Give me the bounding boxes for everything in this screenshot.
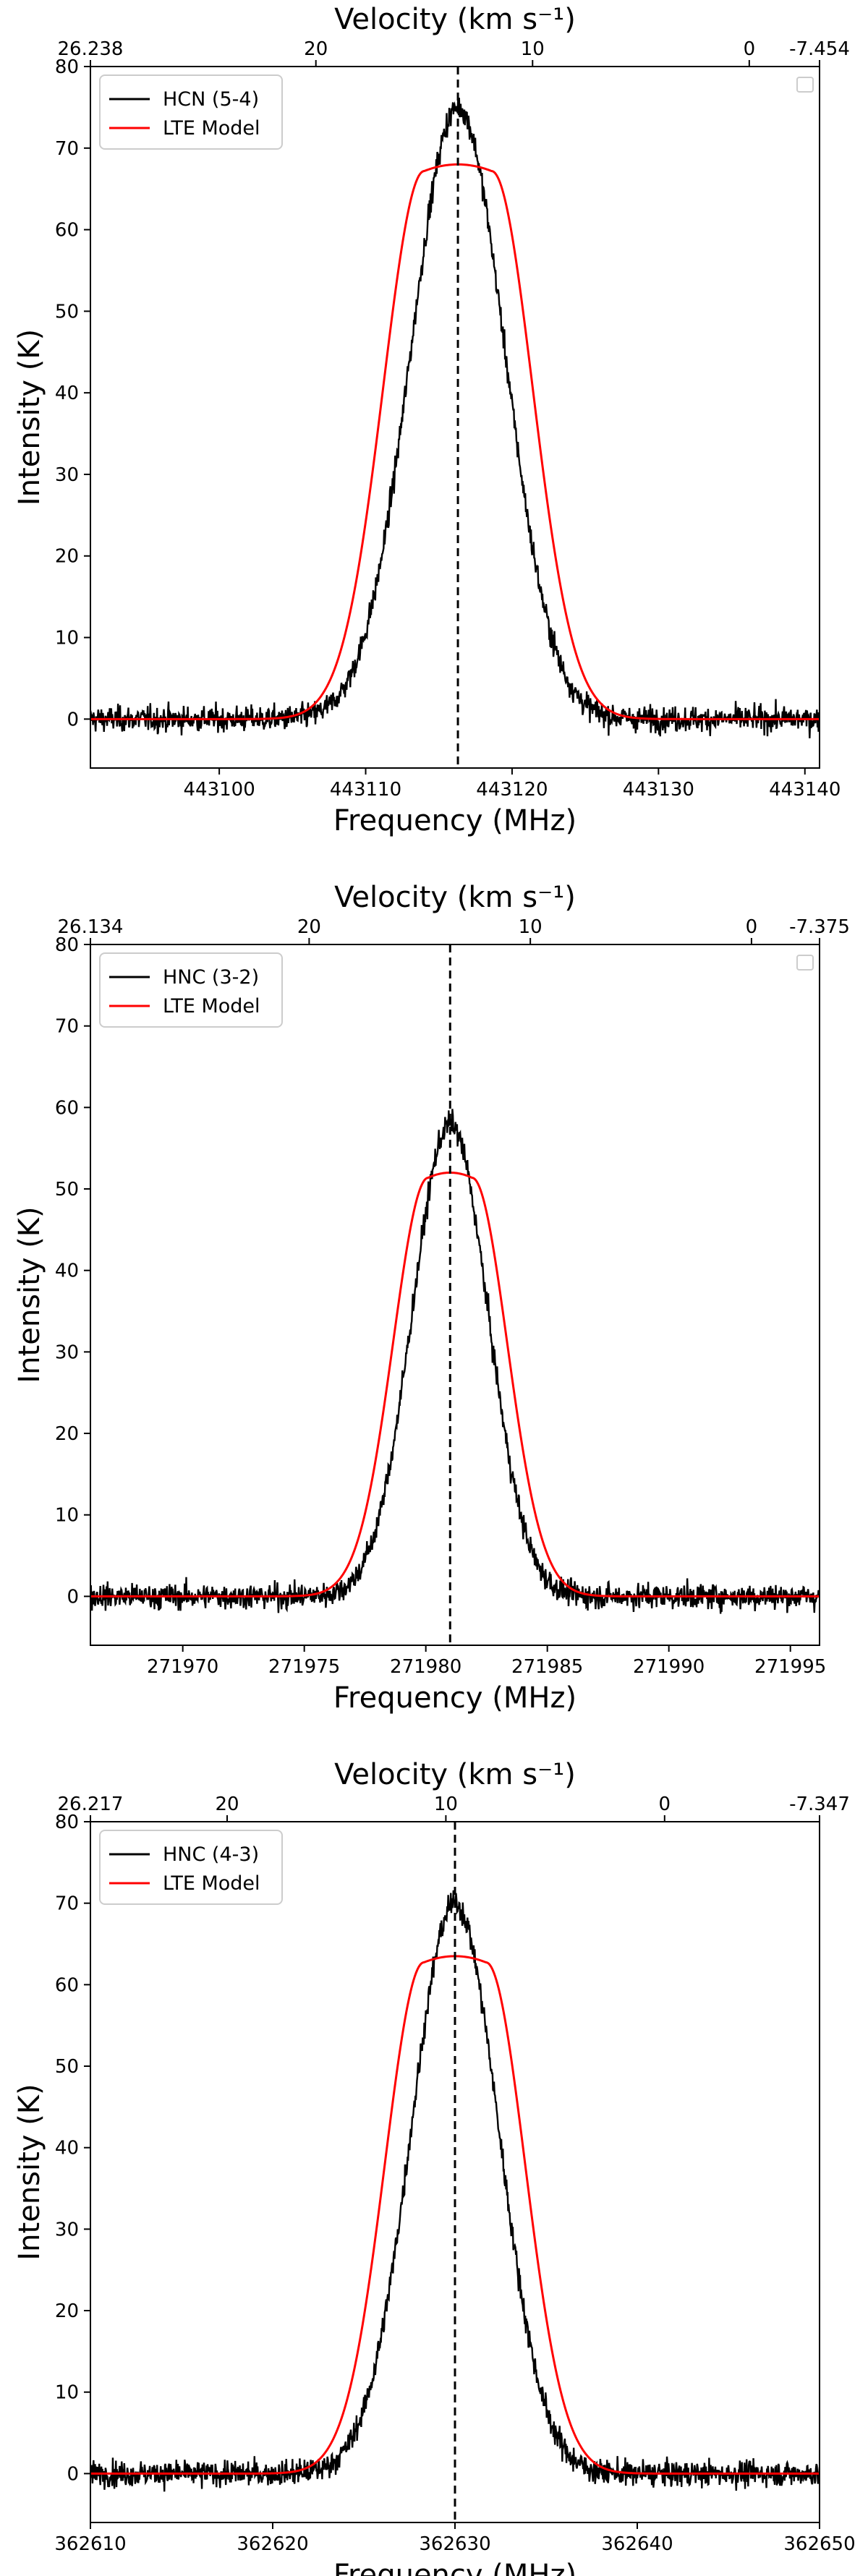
top-tick-label: 10: [434, 1794, 458, 1815]
y-tick-label: 40: [55, 383, 79, 404]
y-axis-title: Intensity (K): [13, 1206, 46, 1383]
series-lte-model-line: [90, 1171, 820, 1598]
x-axis-title: Frequency (MHz): [333, 804, 576, 837]
legend-label: HNC (4-3): [163, 1843, 259, 1866]
y-tick-label: 10: [55, 2382, 79, 2404]
y-tick-label: 20: [55, 2300, 79, 2322]
y-tick-label: 80: [55, 56, 79, 78]
legend: HNC (4-3) LTE Model: [99, 1830, 283, 1905]
x-tick-label: 443140: [769, 779, 841, 801]
top-tick-label: 10: [521, 38, 545, 60]
chart-panel-1: 443100 443110 443120 443130 443140 0 10 20 30 40 5…: [13, 3, 850, 837]
top-axis-title: Velocity (km s⁻¹): [334, 3, 576, 36]
y-tick-label: 0: [67, 2463, 79, 2485]
y-tick-label: 30: [55, 2219, 79, 2240]
y-tick-label: 60: [55, 1097, 79, 1119]
top-tick-label: 0: [746, 916, 758, 938]
top-tick-label: -7.454: [789, 38, 850, 60]
y-tick-label: 10: [55, 628, 79, 649]
y-tick-label: 40: [55, 2138, 79, 2159]
empty-legend-box: [796, 955, 814, 971]
x-tick-label: 271980: [390, 1656, 461, 1678]
y-tick-label: 50: [55, 2056, 79, 2078]
series-observed-line: [90, 1890, 820, 2492]
y-tick-label: 50: [55, 1179, 79, 1200]
y-tick-label: 70: [55, 138, 79, 160]
y-tick-label: 20: [55, 1423, 79, 1445]
legend: HNC (3-2) LTE Model: [99, 952, 283, 1028]
top-tick-label: -7.347: [789, 1794, 850, 1815]
top-tick-label: -7.375: [789, 916, 850, 938]
y-tick-label: 10: [55, 1505, 79, 1527]
chart-panel-2: 271970 271975 271980 271985 271990 271995 0 10 2…: [13, 881, 850, 1715]
legend-box: [99, 1830, 283, 1905]
plot-frame: [90, 66, 820, 769]
y-axis-title: Intensity (K): [13, 329, 46, 506]
x-tick-label: 362640: [601, 2533, 673, 2555]
x-tick-label: 271985: [511, 1656, 583, 1678]
x-axis-title: Frequency (MHz): [333, 1681, 576, 1715]
y-tick-label: 0: [67, 1586, 79, 1608]
top-axis-title: Velocity (km s⁻¹): [334, 881, 576, 914]
y-tick-label: 80: [55, 934, 79, 956]
y-tick-label: 70: [55, 1893, 79, 1915]
series-lte-model-line: [90, 163, 820, 720]
y-tick-label: 60: [55, 1974, 79, 1996]
top-tick-label: 20: [297, 916, 321, 938]
legend-label: HCN (5-4): [163, 88, 259, 111]
y-tick-label: 70: [55, 1016, 79, 1038]
series-observed-line: [90, 98, 820, 738]
x-tick-label: 271990: [633, 1656, 705, 1678]
x-tick-label: 362630: [419, 2533, 490, 2555]
x-tick-label: 362650: [783, 2533, 855, 2555]
top-tick-label: 10: [519, 916, 542, 938]
y-tick-label: 60: [55, 220, 79, 242]
legend-box: [99, 952, 283, 1028]
x-tick-label: 271975: [268, 1656, 340, 1678]
empty-legend-box: [796, 77, 814, 93]
series-observed-line: [90, 1109, 820, 1614]
y-tick-label: 30: [55, 464, 79, 486]
x-tick-label: 443130: [623, 779, 694, 801]
top-tick-label: 0: [659, 1794, 671, 1815]
y-tick-label: 0: [67, 709, 79, 730]
x-tick-label: 271995: [754, 1656, 826, 1678]
y-tick-label: 40: [55, 1261, 79, 1282]
top-tick-label: 26.134: [58, 916, 124, 938]
y-tick-label: 20: [55, 546, 79, 568]
plot-frame: [90, 944, 820, 1646]
legend: HCN (5-4) LTE Model: [99, 74, 283, 150]
top-tick-label: 26.238: [58, 38, 124, 60]
y-tick-label: 80: [55, 1812, 79, 1833]
x-tick-label: 362620: [237, 2533, 308, 2555]
y-axis-title: Intensity (K): [13, 2084, 46, 2260]
top-axis-title: Velocity (km s⁻¹): [334, 1758, 576, 1791]
y-tick-label: 50: [55, 301, 79, 323]
x-tick-label: 271970: [147, 1656, 218, 1678]
top-tick-label: 20: [215, 1794, 239, 1815]
x-tick-label: 443100: [183, 779, 255, 801]
x-axis-title: Frequency (MHz): [333, 2559, 576, 2576]
x-tick-label: 443120: [476, 779, 548, 801]
x-tick-label: 443110: [330, 779, 401, 801]
legend-label: LTE Model: [163, 117, 260, 140]
legend-box: [99, 74, 283, 150]
top-tick-label: 0: [744, 38, 756, 60]
chart-panel-3: 362610 362620 362630 362640 362650 0 10 20 30 40 5…: [13, 1758, 856, 2576]
top-tick-label: 26.217: [58, 1794, 124, 1815]
legend-label: LTE Model: [163, 1872, 260, 1895]
legend-label: HNC (3-2): [163, 966, 259, 989]
y-tick-label: 30: [55, 1342, 79, 1363]
top-tick-label: 20: [304, 38, 328, 60]
x-tick-label: 362610: [54, 2533, 126, 2555]
legend-label: LTE Model: [163, 995, 260, 1018]
